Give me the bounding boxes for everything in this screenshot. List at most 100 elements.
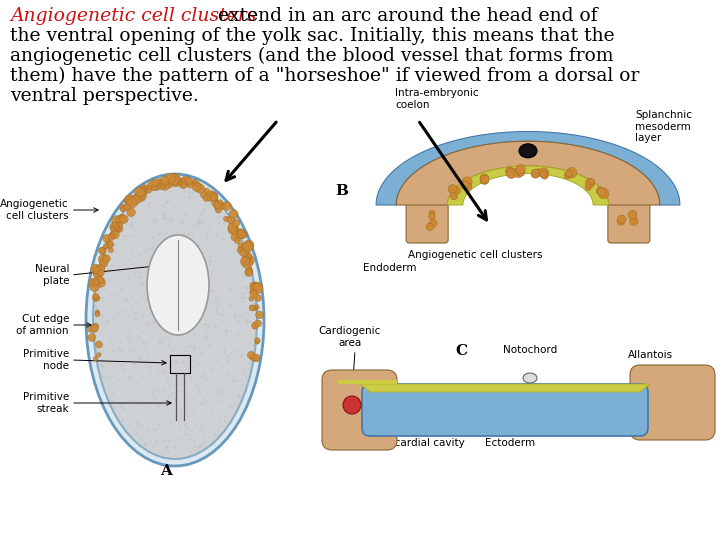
Circle shape <box>534 169 542 177</box>
Circle shape <box>172 177 179 184</box>
Circle shape <box>516 165 526 174</box>
Circle shape <box>195 183 202 189</box>
Circle shape <box>565 170 572 177</box>
Circle shape <box>170 177 178 185</box>
Circle shape <box>539 168 549 178</box>
Circle shape <box>249 305 255 311</box>
Circle shape <box>103 255 110 262</box>
Circle shape <box>506 168 516 179</box>
Circle shape <box>242 258 253 268</box>
Text: Allantois: Allantois <box>627 350 672 360</box>
Circle shape <box>480 176 489 185</box>
Circle shape <box>135 191 142 199</box>
Circle shape <box>252 322 258 329</box>
Circle shape <box>238 243 245 249</box>
Text: Cut edge
of amnion: Cut edge of amnion <box>17 314 69 336</box>
Bar <box>170 355 190 373</box>
Circle shape <box>112 222 117 227</box>
Circle shape <box>114 226 120 232</box>
Polygon shape <box>376 132 680 205</box>
Circle shape <box>192 183 201 192</box>
Circle shape <box>461 181 469 190</box>
Circle shape <box>248 352 255 359</box>
Circle shape <box>156 179 164 187</box>
Circle shape <box>96 265 105 273</box>
Ellipse shape <box>523 373 537 383</box>
Circle shape <box>246 258 251 263</box>
Circle shape <box>120 205 125 211</box>
Polygon shape <box>360 384 650 392</box>
Circle shape <box>109 232 116 239</box>
Circle shape <box>215 207 222 213</box>
Circle shape <box>171 177 181 187</box>
Circle shape <box>256 311 264 319</box>
Text: Notochord: Notochord <box>503 345 557 355</box>
Circle shape <box>140 188 147 195</box>
Circle shape <box>617 217 625 225</box>
Circle shape <box>239 231 247 239</box>
Circle shape <box>93 270 99 276</box>
Circle shape <box>255 320 261 327</box>
Ellipse shape <box>147 235 209 335</box>
Circle shape <box>107 241 114 248</box>
Circle shape <box>91 325 99 332</box>
Circle shape <box>429 220 437 227</box>
Circle shape <box>222 201 231 211</box>
Circle shape <box>108 248 114 253</box>
Circle shape <box>210 193 218 201</box>
Circle shape <box>89 278 97 287</box>
Text: angiogenetic cell clusters (and the blood vessel that forms from: angiogenetic cell clusters (and the bloo… <box>10 47 613 65</box>
Circle shape <box>122 205 127 211</box>
Circle shape <box>240 257 250 266</box>
Circle shape <box>227 216 235 224</box>
Circle shape <box>234 237 240 244</box>
FancyBboxPatch shape <box>630 365 715 440</box>
Polygon shape <box>447 166 608 205</box>
Circle shape <box>105 241 112 248</box>
Text: C: C <box>455 344 467 358</box>
Circle shape <box>88 326 94 333</box>
Circle shape <box>152 179 159 187</box>
Circle shape <box>236 228 245 237</box>
Circle shape <box>532 169 540 178</box>
Circle shape <box>252 324 257 329</box>
Circle shape <box>206 191 217 201</box>
Circle shape <box>96 278 105 287</box>
Circle shape <box>99 259 108 267</box>
Circle shape <box>94 271 102 280</box>
Circle shape <box>215 204 222 211</box>
Circle shape <box>120 215 128 224</box>
Circle shape <box>193 181 199 187</box>
Circle shape <box>252 306 256 310</box>
Circle shape <box>170 174 180 185</box>
Text: Neural
plate: Neural plate <box>35 264 69 286</box>
Circle shape <box>253 355 259 362</box>
Circle shape <box>462 177 472 187</box>
Circle shape <box>95 310 99 314</box>
Circle shape <box>191 179 197 185</box>
Circle shape <box>171 176 181 186</box>
Circle shape <box>196 184 205 193</box>
Circle shape <box>505 167 514 175</box>
Circle shape <box>109 234 115 240</box>
Circle shape <box>585 178 595 188</box>
Circle shape <box>148 180 158 191</box>
Circle shape <box>111 231 120 239</box>
Circle shape <box>181 176 191 186</box>
Circle shape <box>517 168 525 176</box>
Text: Intra-embryonic
coelon: Intra-embryonic coelon <box>395 88 479 110</box>
Text: them) have the pattern of a "horseshoe" if viewed from a dorsal or: them) have the pattern of a "horseshoe" … <box>10 67 639 85</box>
Circle shape <box>96 276 104 284</box>
Circle shape <box>140 186 146 192</box>
Circle shape <box>94 356 98 361</box>
Circle shape <box>241 244 247 250</box>
Ellipse shape <box>93 181 257 459</box>
Text: the ventral opening of the yolk sac. Initially, this means that the: the ventral opening of the yolk sac. Ini… <box>10 27 615 45</box>
Circle shape <box>630 217 638 225</box>
Circle shape <box>152 181 161 191</box>
Circle shape <box>101 259 107 265</box>
Circle shape <box>588 179 595 185</box>
FancyBboxPatch shape <box>406 199 448 243</box>
Text: Connecting
stalk: Connecting stalk <box>655 416 715 438</box>
Circle shape <box>171 176 179 183</box>
